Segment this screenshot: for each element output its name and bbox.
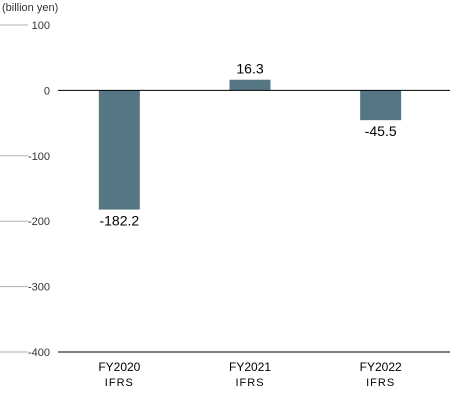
bar-value-label: -182.2 (99, 213, 139, 229)
y-tick-label: -300 (28, 282, 50, 294)
y-tick-label: 0 (44, 85, 50, 97)
y-tick-label: 100 (32, 20, 50, 32)
x-category-label: FY2020 (98, 360, 140, 374)
x-category-label: FY2022 (360, 360, 402, 374)
bar-fy2022 (360, 90, 402, 121)
bar-fy2020 (98, 90, 140, 210)
bar-value-label: 16.3 (236, 61, 263, 77)
x-category-sublabel: IFRS (105, 377, 134, 389)
y-axis-unit-label: (billion yen) (2, 2, 59, 14)
x-category-label: FY2021 (229, 360, 271, 374)
x-category-sublabel: IFRS (235, 377, 264, 389)
bar-fy2021 (229, 79, 271, 91)
y-tick-label: -100 (28, 151, 50, 163)
x-category-sublabel: IFRS (366, 377, 395, 389)
y-tick-label: -200 (28, 216, 50, 228)
y-tick-label: -400 (28, 347, 50, 359)
bar-value-label: -45.5 (365, 123, 397, 139)
